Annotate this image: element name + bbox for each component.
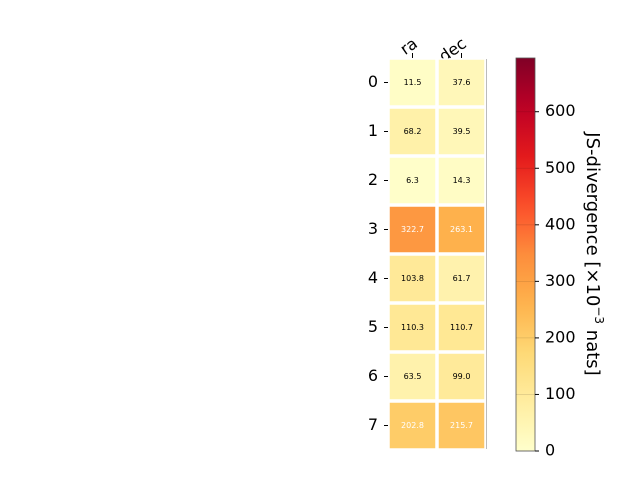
row-label: 4 [368,268,378,287]
heatmap-cell [437,254,486,303]
heatmap-cell [388,58,437,107]
cell-value-label: 103.8 [401,274,424,283]
heatmap-cell [437,401,486,450]
heatmap-cell [388,401,437,450]
colorbar-label-suffix: nats] [582,324,603,376]
cell-value-label: 14.3 [453,176,471,185]
cell-value-label: 11.5 [404,78,422,87]
colorbar-tick-label: 200 [545,327,576,346]
colorbar-tick-label: 0 [545,441,555,460]
cell-value-label: 322.7 [401,225,424,234]
colorbar-label: JS-divergence [×10−3 nats] [582,131,607,375]
colorbar-ticks: 0 100 200 300 400 500 600 [516,101,576,460]
row-label: 2 [368,170,378,189]
colorbar-tick-label: 400 [545,214,576,233]
cell-value-label: 39.5 [453,127,471,136]
heatmap-cells: 11.5 37.6 68.2 39.5 6.3 14.3 322.7 263.1 103.8 61… [388,58,487,450]
cell-value-label: 61.7 [453,274,471,283]
heatmap-cell [437,156,486,205]
cell-value-label: 68.2 [404,127,422,136]
column-label: ra [396,34,420,59]
cell-value-label: 202.8 [401,421,424,430]
row-label: 1 [368,121,378,140]
heatmap-cell [437,58,486,107]
cell-value-label: 263.1 [450,225,473,234]
heatmap-cell [388,107,437,156]
heatmap-cell [437,303,486,352]
colorbar-label-prefix: JS-divergence [×10 [582,131,603,306]
cell-value-label: 110.7 [450,323,473,332]
cell-value-label: 63.5 [404,372,422,381]
colorbar-gradient [515,57,536,452]
colorbar: 0 100 200 300 400 500 600 JS-divergence [×10−3… [515,57,607,460]
cell-value-label: 215.7 [450,421,473,430]
row-label: 3 [368,219,378,238]
colorbar-tick-label: 500 [545,158,576,177]
heatmap-cell [388,352,437,401]
heatmap-cell [388,303,437,352]
cell-value-label: 99.0 [453,372,471,381]
colorbar-label-exponent: −3 [593,306,607,324]
colorbar-tick-label: 100 [545,384,576,403]
colorbar-tick-label: 300 [545,271,576,290]
row-label: 6 [368,366,378,385]
row-label: 7 [368,415,378,434]
heatmap-cell [437,352,486,401]
colorbar-tick-label: 600 [545,101,576,120]
heatmap-cell [388,205,437,254]
row-label: 0 [368,72,378,91]
heatmap-cell [388,254,437,303]
cell-value-label: 6.3 [406,176,419,185]
row-label: 5 [368,317,378,336]
row-labels: 0 1 2 3 4 5 6 7 [368,72,388,434]
heatmap-cell [437,205,486,254]
heatmap-cell [437,107,486,156]
cell-value-label: 110.3 [401,323,424,332]
cell-value-label: 37.6 [453,78,471,87]
heatmap-cell [388,156,437,205]
